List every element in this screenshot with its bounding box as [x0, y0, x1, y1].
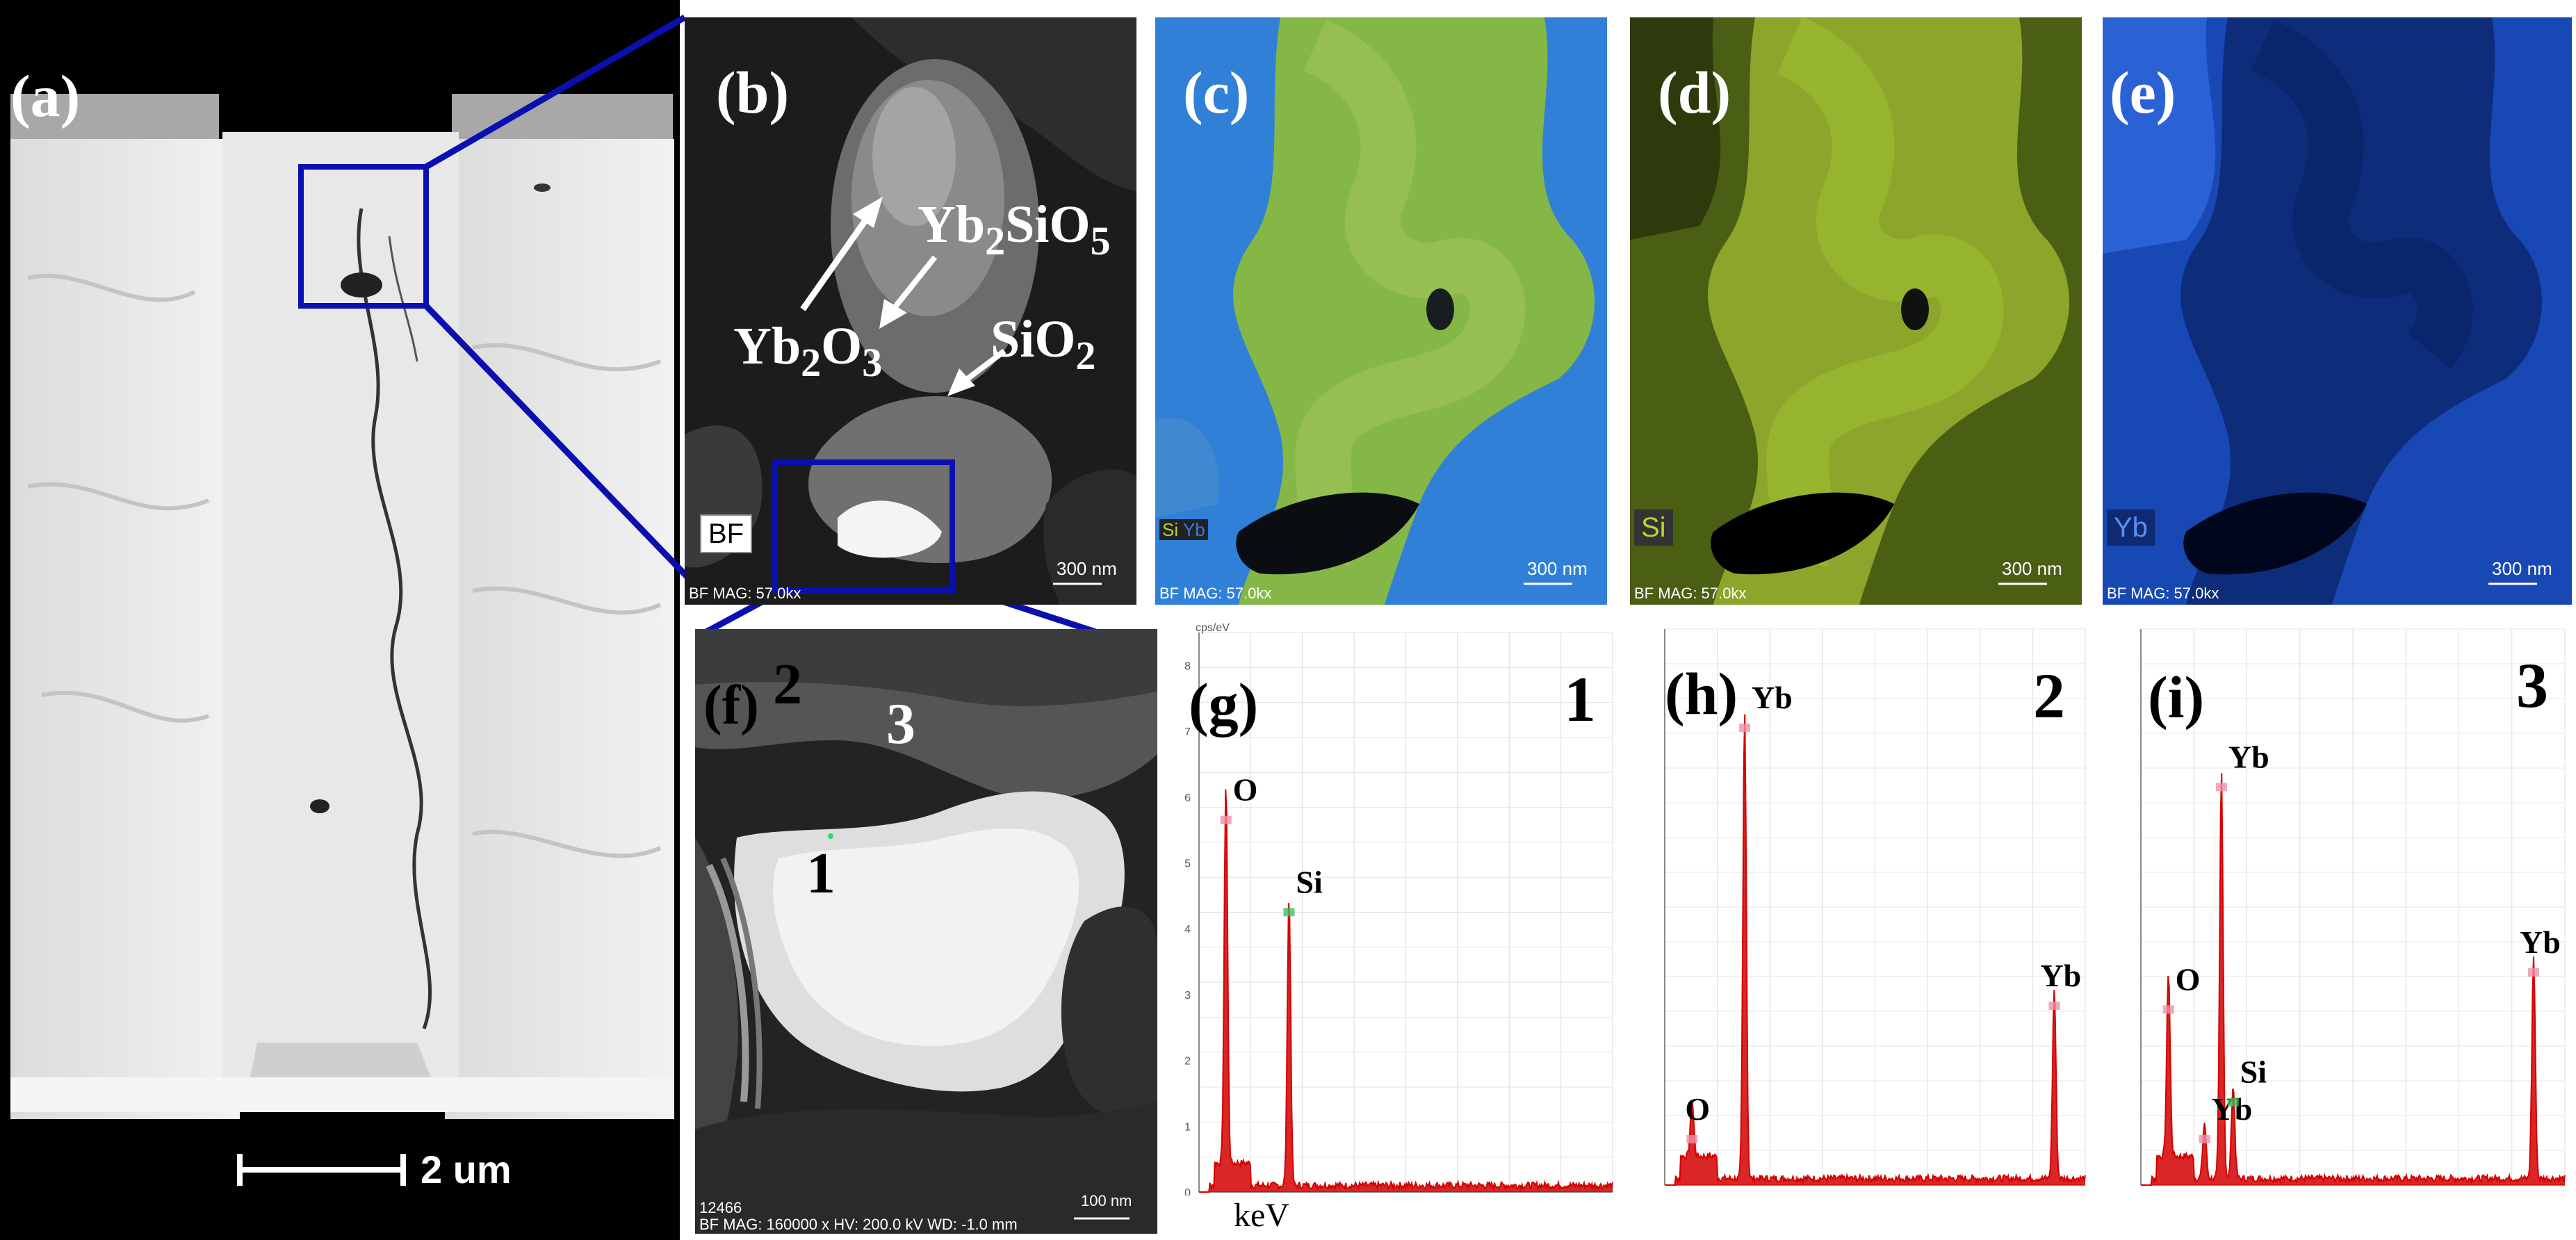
ann-yb2o3-sub1: 2 — [801, 340, 821, 385]
ann-yb2sio5-main: Yb — [918, 195, 985, 254]
chart-i-peak-label-2: Yb — [2228, 739, 2269, 774]
panel-g-number: 1 — [1564, 667, 1596, 731]
chart-g-ytick: 1 — [1184, 1121, 1191, 1133]
panel-g-xlabel: keV — [1234, 1199, 1289, 1232]
panel-f-point-1: 1 — [806, 845, 835, 903]
panel-c-scale-text: 300 nm — [1527, 558, 1588, 580]
chart-g-ytick: 3 — [1184, 990, 1191, 1002]
panel-f-footer: BF MAG: 160000 x HV: 200.0 kV WD: -1.0 m… — [699, 1216, 1018, 1234]
panel-f-label: (f) — [703, 678, 759, 733]
chart-i-peak-marker — [2228, 1098, 2239, 1107]
annotation-yb2o3: Yb2O3 — [733, 320, 882, 383]
panel-i-number: 3 — [2516, 653, 2548, 717]
panel-g-label: (g) — [1189, 674, 1258, 734]
chart-g-ytick: 6 — [1184, 792, 1191, 804]
ann-sio2-sub: 2 — [1076, 333, 1096, 378]
panel-i-label: (i) — [2148, 667, 2204, 727]
chart-h-peak-label-2: Yb — [2040, 958, 2081, 993]
ann-yb2o3-main: Yb — [733, 317, 801, 375]
connector-top — [426, 17, 685, 167]
chart-i-peak-label-3: Si — [2240, 1054, 2267, 1090]
panel-f-point-2: 2 — [773, 655, 802, 714]
panel-b-tag: BF — [700, 514, 752, 553]
chart-g-peak-marker — [1283, 908, 1294, 916]
ann-yb2sio5-sub2: 5 — [1091, 218, 1111, 263]
ann-yb2o3-sub2: 3 — [862, 340, 882, 385]
panel-e: (e) Yb 300 nm BF MAG: 57.0kx — [2103, 17, 2572, 605]
panel-c-label: (c) — [1183, 63, 1249, 122]
chart-i-peak-marker — [2199, 1135, 2210, 1143]
panel-e-footer: BF MAG: 57.0kx — [2107, 585, 2219, 603]
chart-h-peak-label-0: O — [1685, 1091, 1710, 1127]
panel-c-tag-si: Si — [1162, 519, 1178, 540]
chart-h-peak-marker — [1739, 724, 1750, 732]
panel-c-tag: Si Yb — [1159, 519, 1208, 540]
chart-h-peak-label-1: Yb — [1752, 680, 1793, 715]
chart-i-peak-label-4: Yb — [2520, 924, 2561, 960]
ann-sio2-main: SiO — [991, 310, 1076, 368]
chart-g-peak-label-1: Si — [1296, 864, 1323, 899]
panel-d-label: (d) — [1658, 63, 1731, 122]
chart-i-peak-marker — [2216, 783, 2227, 791]
panel-d-scale-text: 300 nm — [2002, 558, 2062, 580]
panel-i: O Yb Yb Si Yb (i) 3 — [2110, 615, 2572, 1227]
panel-b: (b) Yb2SiO5 Yb2O3 SiO2 BF 300 nm BF MAG:… — [685, 17, 1136, 605]
chart-g-ytick: 2 — [1184, 1056, 1191, 1068]
chart-h-peak-marker — [1686, 1135, 1697, 1143]
ann-yb2sio5-mid: SiO — [1005, 195, 1091, 254]
chart-g-peak-label-0: O — [1233, 772, 1258, 808]
panel-g-ylabel: cps/eV — [1196, 622, 1230, 635]
panel-c: (c) Si Yb 300 nm BF MAG: 57.0kx — [1155, 17, 1607, 605]
chart-i-peak-marker — [2528, 968, 2539, 977]
panel-f-scale-text: 100 nm — [1081, 1192, 1132, 1210]
chart-h-peak-marker — [2048, 1002, 2060, 1010]
panel-f-point-3: 3 — [886, 695, 915, 753]
annotation-sio2: SiO2 — [991, 313, 1096, 376]
panel-g: 0 1 2 3 4 5 6 7 8 O Si (g) 1 cps/eV keV — [1164, 622, 1620, 1237]
panel-f: (f) 2 3 1 100 nm 12466 BF MAG: 160000 x … — [695, 629, 1157, 1234]
chart-g-ytick: 5 — [1184, 858, 1191, 870]
chart-g-ytick: 0 — [1184, 1187, 1191, 1196]
panel-h: O Yb Yb (h) 2 — [1633, 615, 2092, 1227]
panel-e-label: (e) — [2110, 63, 2176, 122]
chart-i-peak-label-0: O — [2176, 961, 2201, 997]
panel-d-tag: Si — [1634, 509, 1673, 546]
ann-yb2o3-mid: O — [821, 317, 862, 375]
panel-b-scale-text: 300 nm — [1057, 558, 1117, 580]
panel-h-label: (h) — [1665, 664, 1738, 724]
panel-b-label: (b) — [716, 63, 789, 122]
panel-h-number: 2 — [2033, 664, 2065, 728]
panel-b-footer: BF MAG: 57.0kx — [689, 585, 801, 603]
connector-bottom — [426, 306, 702, 592]
panel-e-scale-text: 300 nm — [2492, 558, 2552, 580]
chart-i-peak-marker — [2163, 1005, 2174, 1013]
panel-f-image — [695, 629, 1157, 1234]
panel-d-footer: BF MAG: 57.0kx — [1634, 585, 1746, 603]
panel-c-footer: BF MAG: 57.0kx — [1159, 585, 1271, 603]
annotation-yb2sio5: Yb2SiO5 — [918, 198, 1111, 261]
chart-g-peak-marker — [1221, 816, 1232, 824]
panel-f-footer-id: 12466 — [699, 1199, 742, 1217]
chart-g-ytick: 4 — [1184, 924, 1191, 936]
chart-i-peak-label-1: Yb — [2212, 1091, 2253, 1127]
panel-c-tag-yb: Yb — [1183, 519, 1205, 540]
panel-d: (d) Si 300 nm BF MAG: 57.0kx — [1630, 17, 2082, 605]
ann-yb2sio5-sub1: 2 — [985, 218, 1005, 263]
panel-e-tag: Yb — [2107, 509, 2155, 546]
